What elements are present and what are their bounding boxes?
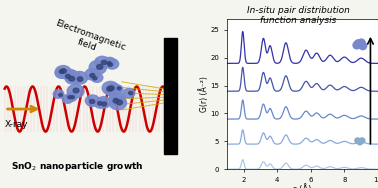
Circle shape bbox=[72, 71, 88, 84]
Circle shape bbox=[108, 86, 114, 90]
X-axis label: r (Å): r (Å) bbox=[293, 184, 311, 188]
Circle shape bbox=[359, 138, 365, 143]
Circle shape bbox=[97, 97, 111, 108]
Circle shape bbox=[129, 91, 133, 95]
Circle shape bbox=[60, 69, 66, 73]
Circle shape bbox=[90, 99, 94, 103]
Circle shape bbox=[77, 77, 83, 81]
Circle shape bbox=[94, 56, 110, 68]
Y-axis label: G(r) (Å⁻²): G(r) (Å⁻²) bbox=[199, 76, 209, 112]
Circle shape bbox=[93, 77, 97, 80]
Text: Electromagnetic
field: Electromagnetic field bbox=[51, 19, 127, 62]
Circle shape bbox=[104, 57, 115, 66]
Circle shape bbox=[67, 84, 84, 98]
Circle shape bbox=[69, 76, 74, 81]
Circle shape bbox=[64, 69, 77, 80]
Circle shape bbox=[94, 98, 107, 108]
Circle shape bbox=[358, 39, 365, 47]
Circle shape bbox=[108, 63, 113, 66]
Circle shape bbox=[97, 64, 103, 69]
Circle shape bbox=[109, 93, 125, 105]
Circle shape bbox=[109, 96, 127, 110]
Circle shape bbox=[59, 70, 64, 73]
Circle shape bbox=[53, 90, 64, 98]
Circle shape bbox=[116, 100, 122, 105]
Circle shape bbox=[355, 138, 360, 143]
Circle shape bbox=[101, 60, 107, 64]
Circle shape bbox=[91, 73, 103, 82]
Circle shape bbox=[59, 93, 62, 96]
Circle shape bbox=[107, 62, 111, 65]
Circle shape bbox=[62, 95, 73, 103]
Circle shape bbox=[106, 59, 119, 69]
Circle shape bbox=[102, 81, 119, 95]
Circle shape bbox=[113, 99, 119, 103]
Circle shape bbox=[66, 92, 77, 101]
Text: X-ray: X-ray bbox=[5, 120, 28, 129]
Circle shape bbox=[55, 68, 68, 78]
Circle shape bbox=[55, 66, 71, 78]
Circle shape bbox=[123, 89, 135, 98]
Text: In-situ pair distribution
function analysis: In-situ pair distribution function analy… bbox=[247, 6, 350, 25]
Circle shape bbox=[107, 86, 113, 91]
Circle shape bbox=[357, 139, 363, 145]
Circle shape bbox=[65, 71, 81, 84]
Circle shape bbox=[117, 87, 121, 90]
Circle shape bbox=[85, 69, 99, 80]
Circle shape bbox=[102, 102, 107, 106]
Circle shape bbox=[73, 88, 79, 93]
Circle shape bbox=[353, 41, 361, 49]
Circle shape bbox=[70, 96, 74, 99]
Circle shape bbox=[89, 60, 107, 74]
Circle shape bbox=[359, 42, 367, 50]
Circle shape bbox=[98, 102, 102, 105]
Circle shape bbox=[105, 83, 121, 97]
Circle shape bbox=[66, 74, 70, 78]
Circle shape bbox=[90, 74, 95, 77]
Bar bbox=[164, 38, 177, 154]
Text: SnO$_2$ nanoparticle growth: SnO$_2$ nanoparticle growth bbox=[11, 160, 144, 173]
Circle shape bbox=[112, 85, 123, 93]
Circle shape bbox=[85, 95, 100, 106]
Circle shape bbox=[68, 96, 72, 99]
Circle shape bbox=[355, 40, 362, 47]
